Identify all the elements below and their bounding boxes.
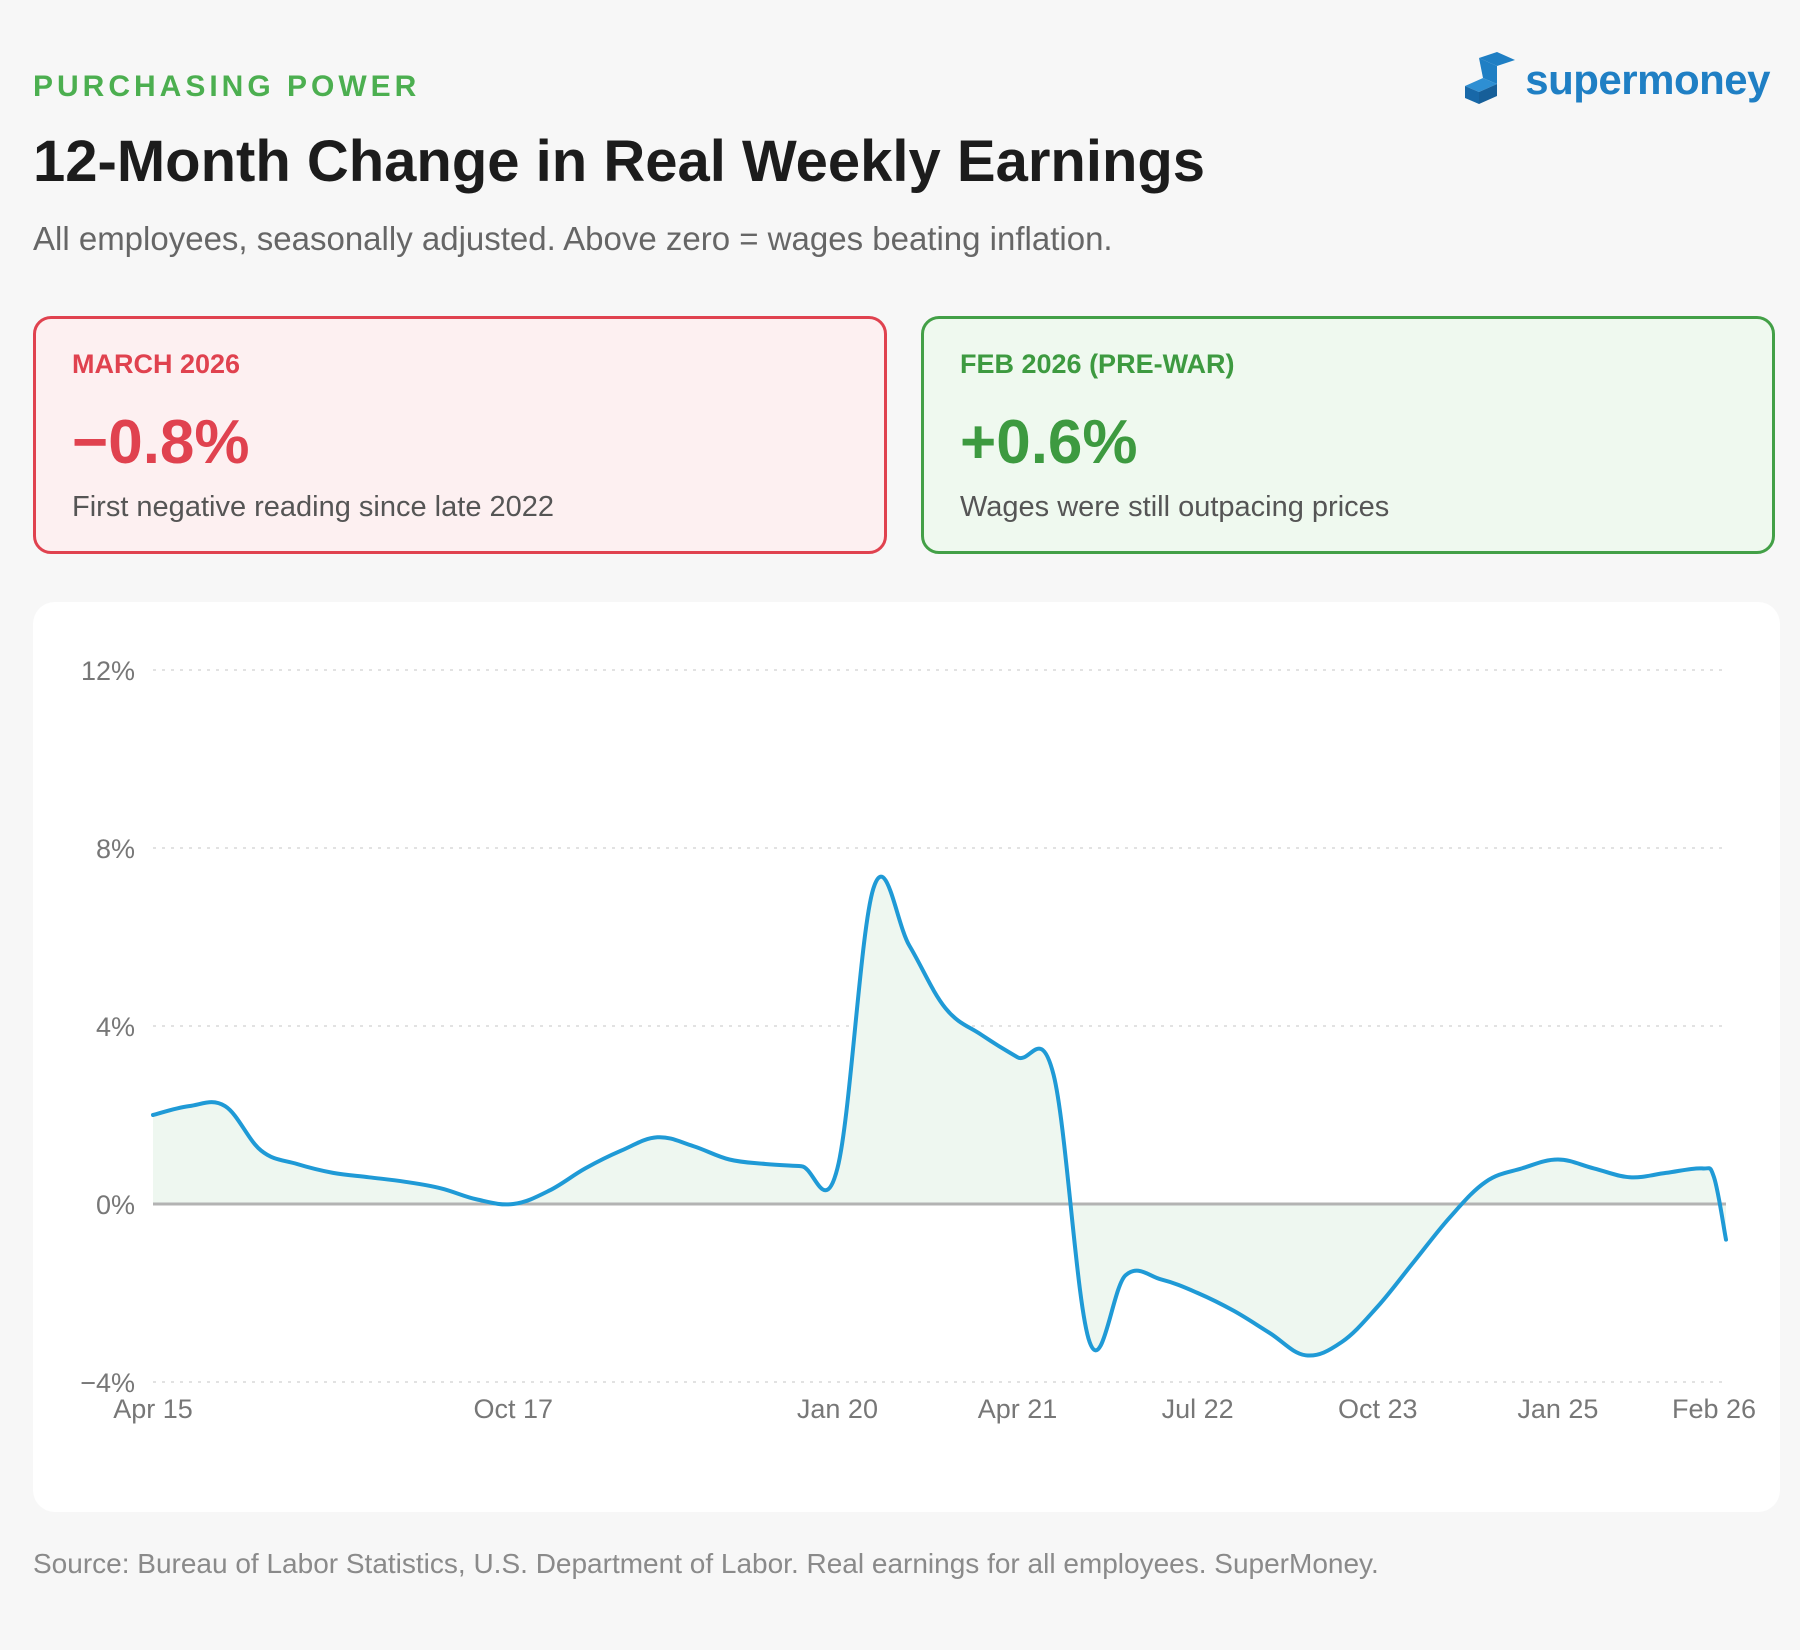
supermoney-logo-icon (1465, 52, 1516, 104)
stat-card-label: FEB 2026 (PRE-WAR) (960, 349, 1235, 379)
x-tick-label: Jul 22 (1162, 1394, 1234, 1424)
x-tick-label: Jan 25 (1517, 1394, 1598, 1424)
x-tick-label: Jan 20 (797, 1394, 878, 1424)
stat-card-value: +0.6% (960, 408, 1138, 477)
stat-card-feb-2026: FEB 2026 (PRE-WAR) +0.6% Wages were stil… (921, 316, 1775, 554)
brand-name: supermoney (1525, 56, 1770, 103)
y-tick-label: 0% (96, 1190, 135, 1220)
earnings-line-chart: 12% 8% 4% 0% −4%Apr 15 Oct 17 Jan 20 Apr 21 Jul … (80, 656, 1756, 1424)
x-tick-label: Feb 26 (1672, 1394, 1756, 1424)
x-tick-label: Apr 15 (113, 1394, 193, 1424)
page-title: 12-Month Change in Real Weekly Earnings (33, 129, 1206, 194)
y-tick-label: 8% (96, 834, 135, 864)
page-subtitle: All employees, seasonally adjusted. Abov… (33, 220, 1113, 257)
x-tick-label: Oct 23 (1338, 1394, 1418, 1424)
stat-card-label: MARCH 2026 (72, 349, 241, 379)
series-area-fill (153, 876, 1726, 1356)
stat-card-march-2026: MARCH 2026 −0.8% First negative reading … (33, 316, 887, 554)
stat-card-note: First negative reading since late 2022 (72, 491, 555, 523)
source-note: Source: Bureau of Labor Statistics, U.S.… (33, 1548, 1379, 1579)
eyebrow-label: PURCHASING POWER (33, 70, 421, 103)
brand-logo[interactable]: supermoney (1457, 50, 1770, 110)
series-line (151, 874, 1728, 1358)
stat-card-note: Wages were still outpacing prices (960, 491, 1390, 523)
x-tick-label: Apr 21 (978, 1394, 1058, 1424)
y-tick-label: 4% (96, 1012, 135, 1042)
stat-card-value: −0.8% (72, 408, 250, 477)
x-tick-label: Oct 17 (473, 1394, 553, 1424)
y-tick-label: 12% (81, 656, 135, 686)
y-tick-label: −4% (80, 1368, 135, 1398)
chart-card: 12% 8% 4% 0% −4% Apr 15 Oct 17 Jan 20 Apr 21 Jul … (33, 602, 1780, 1512)
